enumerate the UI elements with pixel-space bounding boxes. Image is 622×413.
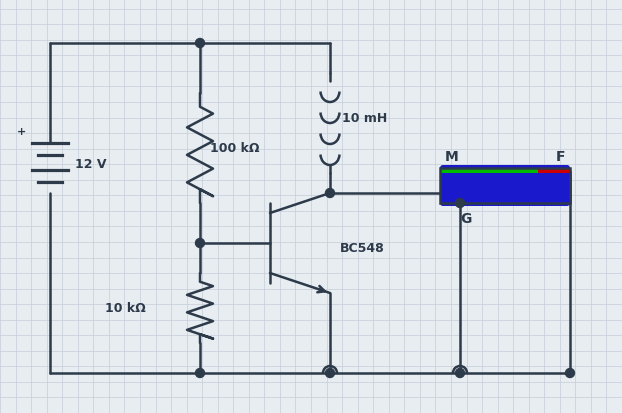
Circle shape xyxy=(325,189,335,198)
Circle shape xyxy=(195,39,205,48)
Circle shape xyxy=(195,239,205,248)
Circle shape xyxy=(565,369,575,377)
Text: 100 kΩ: 100 kΩ xyxy=(210,142,259,155)
Text: +: + xyxy=(17,127,27,137)
Text: M: M xyxy=(445,150,459,164)
Circle shape xyxy=(195,369,205,377)
Text: F: F xyxy=(555,150,565,164)
Text: 12 V: 12 V xyxy=(75,157,106,170)
Bar xyxy=(440,169,537,173)
Text: G: G xyxy=(460,211,471,225)
FancyBboxPatch shape xyxy=(440,166,570,206)
Text: 10 mH: 10 mH xyxy=(342,112,388,125)
Circle shape xyxy=(455,369,465,377)
Circle shape xyxy=(455,199,465,208)
Text: 10 kΩ: 10 kΩ xyxy=(105,302,146,315)
Text: BC548: BC548 xyxy=(340,242,385,255)
Bar xyxy=(537,169,570,173)
Circle shape xyxy=(325,369,335,377)
Bar xyxy=(440,169,570,204)
